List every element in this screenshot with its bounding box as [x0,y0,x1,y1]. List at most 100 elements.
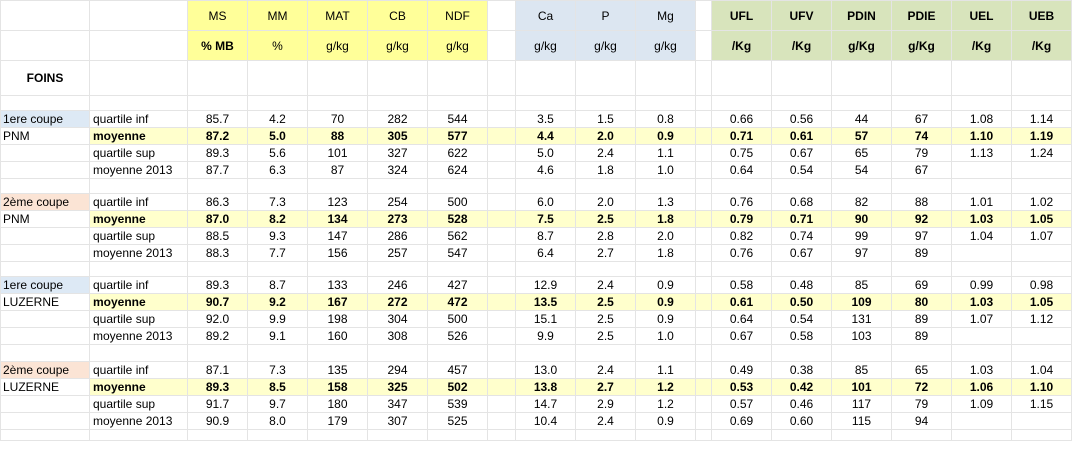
value-cell: 1.2 [635,395,696,413]
value-cell: 3.5 [515,110,576,128]
empty-cell [487,429,516,441]
empty-cell [0,344,90,362]
value-cell: 89.2 [187,327,248,345]
value-cell: 2.9 [575,395,636,413]
value-cell: 0.71 [771,210,832,228]
value-cell: 1.15 [1011,395,1072,413]
value-cell: 304 [367,310,428,328]
value-cell: 7.7 [247,244,308,262]
value-cell: 88 [307,127,368,145]
col-unit: g/kg [635,30,696,61]
gap-cell [487,412,516,430]
col-header: CB [367,0,428,31]
value-cell: 502 [427,378,488,396]
table-row: quartile sup 88.5 9.3 147 286 562 8.7 2.8 2.0 0.8… [0,227,1072,245]
value-cell: 135 [307,361,368,379]
col-unit: % [247,30,308,61]
value-cell: 0.9 [635,276,696,294]
empty-cell [1011,178,1072,194]
table-row: moyenne 2013 87.7 6.3 87 324 624 4.6 1.8 1.0 0.64… [0,161,1072,179]
gap-cell [487,110,516,128]
value-cell: 347 [367,395,428,413]
value-cell: 4.2 [247,110,308,128]
value-cell: 1.09 [951,395,1012,413]
col-header: UFV [771,0,832,31]
value-cell: 0.49 [711,361,772,379]
empty-cell [891,261,952,277]
empty-cell [635,344,696,362]
gap-cell [487,361,516,379]
table-row: quartile sup 92.0 9.9 198 304 500 15.1 2.5 0.9 0.… [0,310,1072,328]
value-cell: 0.56 [771,110,832,128]
value-cell: 8.2 [247,210,308,228]
gap-cell [695,161,712,179]
value-cell: 88.5 [187,227,248,245]
gap-cell [695,327,712,345]
col-header: UEB [1011,0,1072,31]
value-cell: 15.1 [515,310,576,328]
value-cell: 87 [307,161,368,179]
value-cell: 0.74 [771,227,832,245]
value-cell: 2.7 [575,244,636,262]
value-cell: 65 [891,361,952,379]
value-cell: 1.01 [951,193,1012,211]
gap-cell [487,227,516,245]
value-cell: 294 [367,361,428,379]
value-cell: 0.71 [711,127,772,145]
value-cell: 0.9 [635,127,696,145]
spacer-row [0,95,1072,111]
empty-cell [367,429,428,441]
empty-cell [771,261,832,277]
gap-cell [487,161,516,179]
value-cell: 1.10 [951,127,1012,145]
value-cell: 1.1 [635,144,696,162]
value-cell: 2.4 [575,144,636,162]
empty-cell [0,178,90,194]
col-header: UFL [711,0,772,31]
group-label-cell [0,327,90,345]
value-cell: 0.76 [711,193,772,211]
empty-cell [487,178,516,194]
value-cell: 1.13 [951,144,1012,162]
gap-cell [487,310,516,328]
row-label: quartile sup [89,310,188,328]
value-cell: 13.8 [515,378,576,396]
table-row: moyenne 2013 88.3 7.7 156 257 547 6.4 2.7 1.8 0.7… [0,244,1072,262]
value-cell: 69 [891,276,952,294]
value-cell: 133 [307,276,368,294]
value-cell: 2.4 [575,412,636,430]
gap-cell [487,127,516,145]
value-cell: 99 [831,227,892,245]
empty-cell [487,344,516,362]
empty-cell [711,178,772,194]
value-cell: 2.7 [575,378,636,396]
value-cell: 2.0 [635,227,696,245]
value-cell: 65 [831,144,892,162]
table-row: PNM moyenne 87.2 5.0 88 305 577 4.4 2.0 0.9 0.71 0.… [0,127,1072,145]
value-cell: 1.2 [635,378,696,396]
value-cell: 7.5 [515,210,576,228]
value-cell: 526 [427,327,488,345]
empty-cell [711,261,772,277]
empty-cell [515,344,576,362]
value-cell: 0.58 [711,276,772,294]
value-cell: 1.8 [635,244,696,262]
value-cell: 0.54 [771,161,832,179]
row-label: moyenne 2013 [89,244,188,262]
value-cell: 2.0 [575,127,636,145]
value-cell: 0.50 [771,293,832,311]
value-cell: 85 [831,276,892,294]
row-label: quartile inf [89,276,188,294]
value-cell: 273 [367,210,428,228]
section-title-row: FOINS [0,60,1072,96]
value-cell: 0.64 [711,161,772,179]
value-cell: 79 [891,395,952,413]
empty-cell [695,344,712,362]
value-cell: 94 [891,412,952,430]
value-cell: 10.4 [515,412,576,430]
value-cell: 147 [307,227,368,245]
gap-cell [695,210,712,228]
row-label: moyenne [89,293,188,311]
value-cell: 1.14 [1011,110,1072,128]
value-cell: 101 [307,144,368,162]
